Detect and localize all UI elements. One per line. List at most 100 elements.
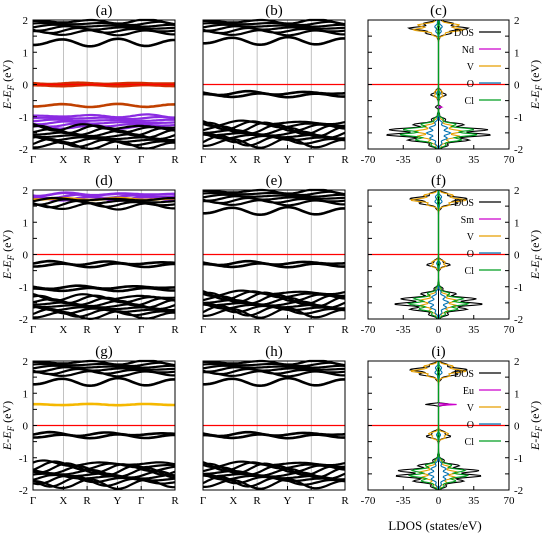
band-line [32,198,176,206]
band-line [203,205,345,217]
legend-label: O [467,249,474,260]
x-tick-label: 0 [436,154,442,166]
energy-axis-unit: (eV) [0,401,14,426]
ldos-xlabel: LDOS (states/eV) [388,518,482,533]
band-line [202,196,346,205]
band-line [202,361,346,368]
band-line [202,367,346,376]
x-tick-label: 35 [468,154,480,166]
x-tick-label: -35 [396,324,411,336]
kpoint-label: R [171,495,179,507]
x-tick-label: 70 [504,324,516,336]
y-tick-label: -1 [19,112,28,124]
x-tick-label: 0 [436,324,442,336]
band-line [32,115,176,121]
legend-label: O [467,79,474,90]
kpoint-label: Γ [138,495,144,507]
panel-g: (g) Γ X R Y Γ R -2 -1 0 1 2 E-EF (eV) [0,344,179,507]
energy-axis-label: E-EF (eV) [0,401,16,451]
y-tick-label: 1 [514,388,520,400]
band-line [32,81,176,86]
panel-title: (a) [96,3,113,19]
kpoint-label: Γ [138,154,144,166]
kpoint-label: R [83,154,91,166]
legend-label: DOS [454,28,474,39]
plot-frame [367,189,510,320]
legend-label: Eu [463,386,474,397]
y-tick-label: 2 [23,356,29,368]
energy-axis-sub: F [534,254,544,261]
energy-axis-label: E-EF (eV) [0,230,16,280]
band-line [202,25,346,32]
y-tick-label: 2 [23,15,29,27]
y-tick-label: -2 [514,485,523,497]
energy-axis-sub: F [6,84,16,91]
panel-title: (b) [265,3,283,19]
y-tick-label: 1 [514,47,520,59]
band-line [202,23,346,29]
y-tick-label: -2 [19,314,28,326]
legend-label: Cl [465,96,475,107]
panel-title: (i) [431,344,445,360]
x-tick-label: -35 [396,154,411,166]
band-line [32,196,176,203]
x-tick-label: 70 [504,495,516,507]
plot-frame [367,360,510,491]
band-line [32,122,176,132]
x-tick-label: 70 [504,154,516,166]
kpoint-label: X [229,324,237,336]
kpoint-label: Y [284,324,292,336]
legend-label: O [467,420,474,431]
band-line [202,20,346,27]
kpoint-label: R [171,324,179,336]
kpoint-label: Γ [308,154,314,166]
y-tick-label: 0 [23,421,29,433]
kpoint-label: Γ [200,495,206,507]
panel-title: (c) [430,3,447,19]
panel-c: (c) DOS Nd VO Cl -70 -35 0 35 70-2 -1 0 1 2 E-EF (eV) [361,3,544,166]
kpoint-label: Γ [30,495,36,507]
kpoint-label: R [253,495,261,507]
band-line [202,195,346,202]
band-line [32,191,175,198]
kpoint-label: R [83,324,91,336]
y-tick-label: -2 [514,144,523,156]
legend-label: DOS [454,369,474,380]
band-line [32,474,176,486]
band-line [32,364,176,370]
legend-label: Nd [462,45,474,56]
y-tick-label: -1 [514,282,523,294]
x-tick-label: -70 [361,324,376,336]
band-line [202,119,346,128]
kpoint-label: R [341,154,349,166]
band-line [33,376,175,388]
y-tick-label: -2 [19,144,28,156]
x-tick-label: 0 [436,495,442,507]
band-line [202,364,346,370]
legend-label: V [467,403,475,414]
y-tick-label: 2 [23,185,29,197]
band-line [33,262,175,269]
x-tick-label: 35 [468,495,480,507]
energy-axis-sub: F [534,84,544,91]
band-line [32,475,176,488]
band-line [32,284,176,291]
y-tick-label: 1 [514,217,520,229]
y-tick-label: 0 [23,250,29,262]
band-line [32,292,176,302]
energy-axis-sub: F [534,425,544,432]
band-line [32,460,176,471]
band-line [32,462,176,475]
dos-curve-cl [399,19,440,150]
energy-axis-label: E-EF (eV) [528,230,544,280]
band-line [32,120,176,126]
y-tick-label: 0 [23,80,29,92]
kpoint-label: Γ [200,324,206,336]
energy-axis-unit: (eV) [528,60,542,85]
band-line [33,113,175,119]
plot-frame [32,360,176,491]
dos-curve-f [438,402,457,407]
band-line [203,376,345,388]
kpoint-label: R [83,495,91,507]
band-line [32,25,176,32]
